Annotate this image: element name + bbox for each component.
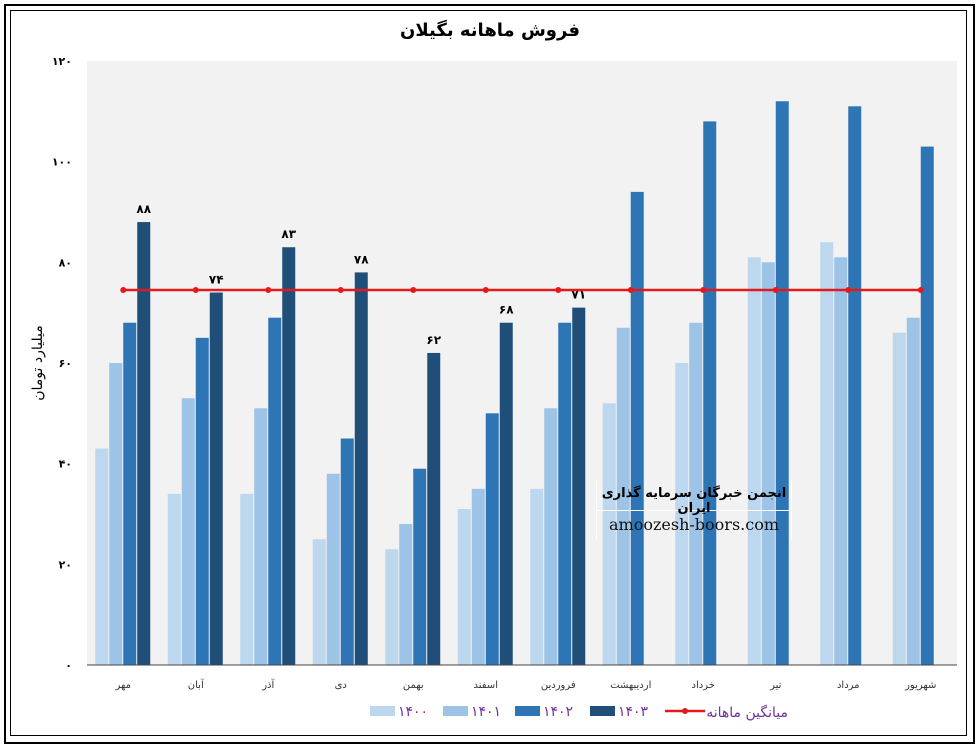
bar bbox=[123, 322, 137, 665]
bar bbox=[268, 317, 282, 665]
bar bbox=[499, 322, 513, 665]
bar bbox=[254, 408, 268, 665]
bar bbox=[413, 468, 427, 665]
bar bbox=[602, 403, 616, 665]
bar bbox=[761, 262, 775, 665]
bar bbox=[427, 352, 441, 665]
legend-swatch bbox=[590, 706, 615, 716]
bar bbox=[137, 222, 151, 666]
outer-frame bbox=[4, 4, 975, 744]
x-tick-label: اسفند bbox=[474, 680, 498, 691]
chart-title: فروش ماهانه بگیلان bbox=[400, 19, 580, 41]
bar bbox=[892, 332, 906, 665]
x-tick-label: فروردین bbox=[541, 680, 576, 691]
x-tick-label: دی bbox=[335, 680, 347, 691]
x-tick-label: خرداد bbox=[692, 680, 715, 691]
x-tick-label: مرداد bbox=[837, 680, 860, 691]
average-marker bbox=[700, 287, 707, 294]
data-label: ۷۴ bbox=[209, 273, 224, 287]
bar bbox=[109, 363, 123, 665]
bar bbox=[920, 146, 934, 666]
average-marker bbox=[265, 287, 272, 294]
bar bbox=[544, 408, 558, 665]
average-marker bbox=[627, 287, 634, 294]
data-label: ۸۸ bbox=[136, 202, 151, 216]
y-tick-label: ۱۰۰ bbox=[52, 156, 72, 169]
legend-label: ۱۴۰۲ bbox=[543, 704, 573, 720]
legend-swatch bbox=[515, 706, 540, 716]
legend-label: میانگین ماهانه bbox=[706, 704, 788, 721]
bar bbox=[616, 327, 630, 665]
average-marker bbox=[120, 287, 127, 294]
data-label: ۸۳ bbox=[281, 227, 296, 241]
x-tick-label: آبان bbox=[188, 678, 205, 691]
data-label: ۶۸ bbox=[499, 303, 514, 317]
bar bbox=[747, 257, 761, 665]
bar bbox=[240, 493, 254, 665]
average-marker bbox=[337, 287, 344, 294]
bar bbox=[675, 363, 689, 665]
bar bbox=[820, 242, 834, 665]
inner-frame bbox=[10, 10, 967, 736]
bar bbox=[399, 524, 413, 665]
bar bbox=[471, 488, 485, 665]
bar bbox=[181, 398, 195, 665]
bar bbox=[848, 106, 862, 666]
watermark: انجمن خبرگان سرمایه گذاری ایران amoozesh… bbox=[596, 480, 792, 540]
bar bbox=[906, 317, 920, 665]
bar bbox=[530, 488, 544, 665]
watermark-url: amoozesh-boors.com bbox=[608, 515, 779, 534]
data-label: ۷۸ bbox=[354, 252, 369, 266]
y-axis-label: میلیارد تومان bbox=[30, 325, 46, 400]
x-tick-label: بهمن bbox=[403, 680, 424, 691]
bar bbox=[485, 413, 499, 665]
bar bbox=[703, 121, 717, 665]
bar bbox=[209, 292, 223, 665]
average-marker bbox=[772, 287, 779, 294]
bar bbox=[689, 322, 703, 665]
legend-line-marker bbox=[682, 708, 688, 714]
bar bbox=[385, 549, 399, 665]
average-marker bbox=[410, 287, 417, 294]
data-label: ۶۲ bbox=[426, 333, 441, 347]
bar bbox=[572, 307, 586, 665]
legend-label: ۱۴۰۰ bbox=[398, 704, 428, 720]
watermark-title: انجمن خبرگان سرمایه گذاری ایران bbox=[597, 480, 791, 516]
bar bbox=[95, 448, 109, 665]
bar bbox=[354, 272, 368, 665]
legend-label: ۱۴۰۱ bbox=[471, 704, 501, 720]
average-marker bbox=[845, 287, 852, 294]
bar bbox=[558, 322, 572, 665]
average-marker bbox=[917, 287, 924, 294]
bar bbox=[167, 493, 181, 665]
y-tick-label: ۴۰ bbox=[59, 458, 72, 471]
bar bbox=[312, 539, 326, 665]
y-tick-label: ۸۰ bbox=[59, 256, 72, 269]
bar bbox=[326, 473, 340, 665]
bar bbox=[630, 191, 644, 665]
y-tick-label: ۰ bbox=[65, 659, 72, 672]
legend-swatch bbox=[443, 706, 468, 716]
bar bbox=[457, 508, 471, 665]
bar bbox=[340, 438, 354, 665]
y-tick-label: ۱۲۰ bbox=[52, 55, 72, 68]
bar bbox=[195, 337, 209, 665]
x-tick-label: شهریور bbox=[904, 680, 936, 691]
x-tick-label: تیر bbox=[769, 680, 782, 691]
y-tick-label: ۶۰ bbox=[59, 357, 72, 370]
bar bbox=[775, 101, 789, 666]
x-tick-label: مهر bbox=[115, 680, 131, 691]
y-tick-label: ۲۰ bbox=[59, 558, 72, 571]
plot-area bbox=[87, 61, 957, 665]
x-tick-label: اردیبهشت bbox=[610, 680, 651, 691]
average-marker bbox=[192, 287, 199, 294]
bar bbox=[282, 247, 296, 665]
average-marker bbox=[482, 287, 489, 294]
legend-label: ۱۴۰۳ bbox=[618, 704, 649, 720]
average-marker bbox=[555, 287, 562, 294]
bar bbox=[834, 257, 848, 665]
x-tick-label: آذر bbox=[261, 678, 275, 691]
legend-swatch bbox=[370, 706, 395, 716]
